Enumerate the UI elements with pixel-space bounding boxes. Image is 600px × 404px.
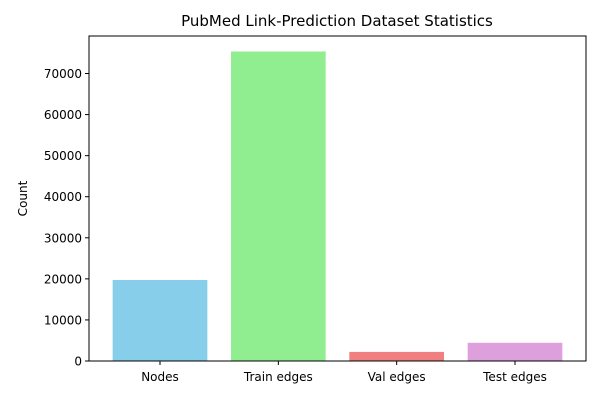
bar-train-edges [231,51,326,362]
y-tick-label: 10000 [44,313,82,327]
chart-title: PubMed Link-Prediction Dataset Statistic… [181,12,493,30]
x-tick-label: Train edges [243,370,313,384]
x-axis: Nodes Train edges Val edges Test edges [141,361,547,384]
bar-test-edges [467,342,563,361]
x-tick-label: Nodes [141,370,179,384]
y-tick-label: 50000 [44,149,82,163]
y-tick-label: 0 [74,355,82,369]
plot-frame [88,35,587,362]
y-axis-label: Count [16,180,30,216]
y-tick-label: 20000 [44,272,82,286]
x-tick-label: Test edges [482,370,547,384]
y-tick-label: 70000 [44,67,82,81]
y-axis: 0 10000 20000 30000 40000 50000 60000 70000 [44,67,89,369]
bar-nodes [112,280,208,361]
bar-val-edges [349,351,444,361]
y-tick-label: 30000 [44,231,82,245]
bars-group [112,51,563,362]
y-tick-label: 60000 [44,108,82,122]
y-tick-label: 40000 [44,190,82,204]
x-tick-label: Val edges [368,370,426,384]
